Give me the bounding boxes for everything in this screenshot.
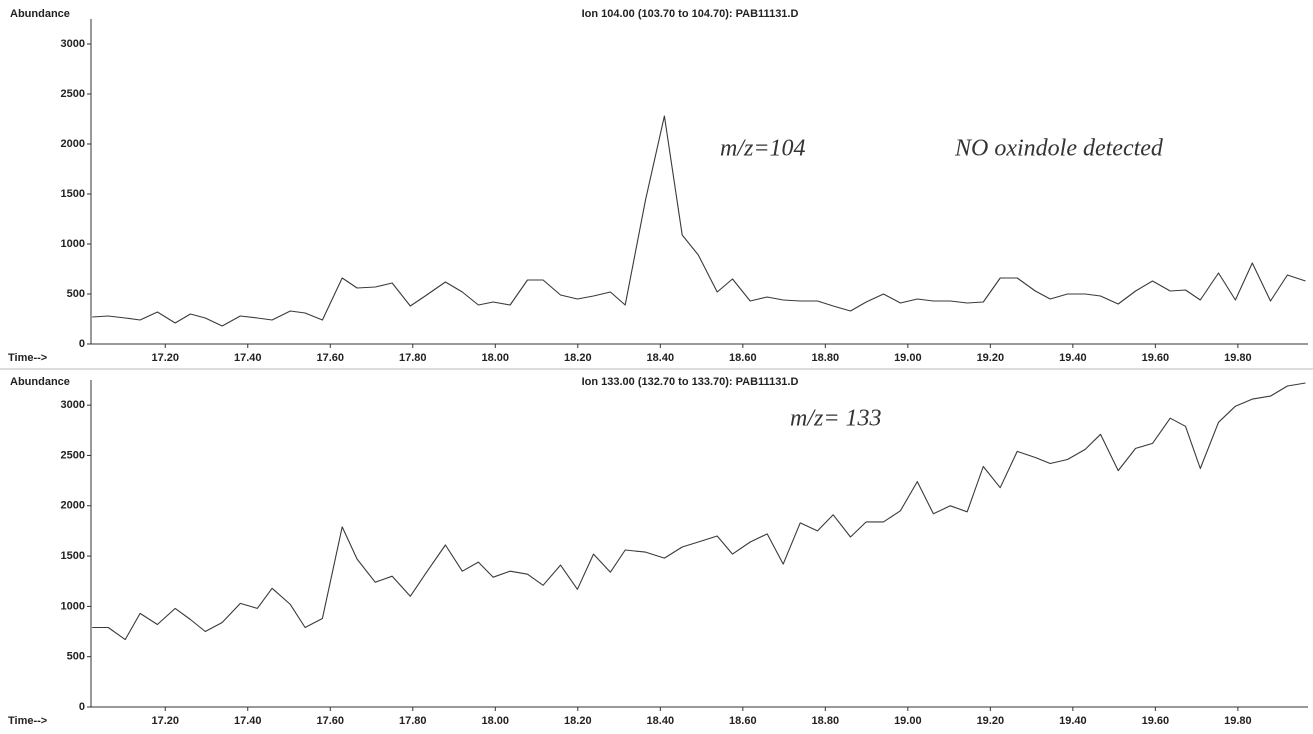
- x-axis-label: Time-->: [8, 352, 47, 364]
- handwritten-note: NO oxindole detected: [954, 136, 1164, 162]
- trace: [92, 115, 1306, 327]
- x-tick-label: 17.80: [399, 715, 427, 727]
- x-tick-label: 19.40: [1059, 352, 1087, 364]
- y-tick-label: 500: [67, 288, 85, 300]
- y-tick-label: 1000: [61, 238, 85, 250]
- y-axis-label: Abundance: [10, 376, 70, 388]
- handwritten-note: m/z= 133: [790, 406, 882, 432]
- y-tick-label: 2000: [61, 500, 85, 512]
- x-tick-label: 17.40: [234, 352, 262, 364]
- x-tick-label: 19.60: [1142, 352, 1170, 364]
- handwritten-note: m/z=104: [720, 136, 806, 162]
- x-tick-label: 19.80: [1224, 352, 1252, 364]
- x-tick-label: 17.80: [399, 352, 427, 364]
- x-tick-label: 19.00: [894, 352, 922, 364]
- x-tick-label: 19.80: [1224, 715, 1252, 727]
- y-tick-label: 2500: [61, 449, 85, 461]
- x-tick-label: 19.20: [977, 715, 1005, 727]
- y-tick-label: 3000: [61, 38, 85, 50]
- x-tick-label: 18.20: [564, 352, 592, 364]
- x-tick-label: 18.00: [482, 352, 510, 364]
- y-axis-label: Abundance: [10, 8, 70, 20]
- x-tick-label: 17.20: [151, 715, 179, 727]
- y-tick-label: 1000: [61, 600, 85, 612]
- x-tick-label: 18.40: [647, 352, 675, 364]
- x-tick-label: 17.20: [151, 352, 179, 364]
- y-tick-label: 2000: [61, 138, 85, 150]
- x-tick-label: 18.60: [729, 715, 757, 727]
- x-tick-label: 17.60: [317, 352, 345, 364]
- x-tick-label: 17.60: [317, 715, 345, 727]
- chart-title: Ion 133.00 (132.70 to 133.70): PAB11131.…: [582, 376, 799, 388]
- chart-title: Ion 104.00 (103.70 to 104.70): PAB11131.…: [582, 8, 799, 20]
- x-axis-label: Time-->: [8, 715, 47, 727]
- y-tick-label: 2500: [61, 88, 85, 100]
- y-tick-label: 0: [79, 701, 85, 713]
- y-tick-label: 3000: [61, 399, 85, 411]
- x-tick-label: 18.60: [729, 352, 757, 364]
- y-tick-label: 1500: [61, 550, 85, 562]
- x-tick-label: 18.40: [647, 715, 675, 727]
- x-tick-label: 18.00: [482, 715, 510, 727]
- x-tick-label: 18.80: [812, 715, 840, 727]
- x-tick-label: 19.20: [977, 352, 1005, 364]
- trace: [92, 382, 1306, 641]
- x-tick-label: 18.20: [564, 715, 592, 727]
- x-tick-label: 19.00: [894, 715, 922, 727]
- x-tick-label: 18.80: [812, 352, 840, 364]
- x-tick-label: 19.60: [1142, 715, 1170, 727]
- y-tick-label: 1500: [61, 188, 85, 200]
- x-tick-label: 19.40: [1059, 715, 1087, 727]
- y-tick-label: 0: [79, 338, 85, 350]
- x-tick-label: 17.40: [234, 715, 262, 727]
- y-tick-label: 500: [67, 651, 85, 663]
